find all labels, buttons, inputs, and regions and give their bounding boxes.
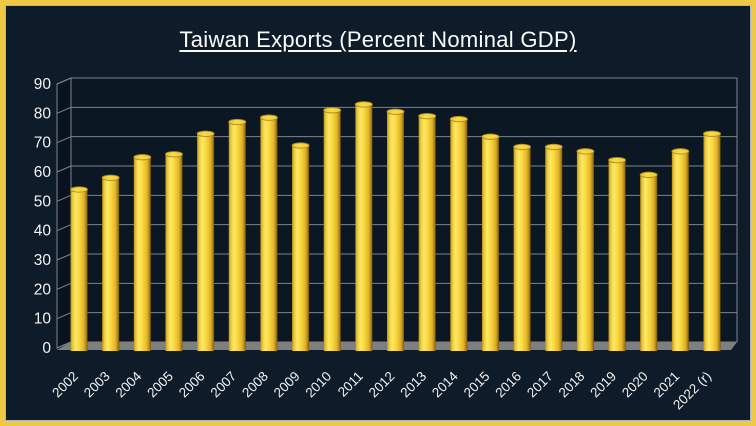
- x-axis-label-2004: 2004: [113, 368, 145, 400]
- bar-2007: [228, 122, 246, 351]
- bar-top-2017: [544, 143, 563, 151]
- bar-top-2014: [449, 115, 468, 123]
- x-axis-label-2014: 2014: [429, 368, 461, 400]
- x-axis-label-2013: 2013: [397, 369, 429, 401]
- y-tick-20: [56, 282, 72, 290]
- bar-2010: [323, 110, 341, 352]
- y-tick-0: [56, 341, 72, 349]
- bar-top-2005: [164, 151, 183, 158]
- y-axis-label-40: 40: [34, 223, 52, 240]
- bar-2003: [102, 177, 120, 351]
- bar-top-2003: [101, 174, 120, 181]
- bar-2002: [70, 189, 88, 351]
- bar-top-2008: [259, 114, 278, 121]
- x-axis-label-2005: 2005: [144, 369, 176, 401]
- x-axis-label-2010: 2010: [302, 369, 334, 401]
- x-axis-label-2019: 2019: [587, 369, 619, 401]
- x-axis-label-2007: 2007: [208, 369, 240, 401]
- y-axis-label-50: 50: [34, 193, 52, 210]
- bar-2013: [418, 116, 436, 351]
- y-tick-90: [56, 77, 72, 85]
- y-axis-label-0: 0: [42, 340, 51, 357]
- bar-top-2022r: [703, 130, 721, 137]
- bar-top-2015: [481, 133, 500, 140]
- y-axis-label-30: 30: [34, 252, 52, 269]
- x-axis-label-2011: 2011: [335, 369, 366, 400]
- y-tick-80: [56, 106, 72, 114]
- x-axis-label-2017: 2017: [524, 369, 556, 401]
- bar-2008: [260, 117, 278, 351]
- y-tick-30: [56, 253, 72, 261]
- bar-2016: [513, 146, 531, 351]
- x-axis-label-2012: 2012: [366, 369, 398, 401]
- y-tick-10: [56, 312, 72, 320]
- x-axis-label-2015: 2015: [461, 369, 493, 401]
- y-axis-label-80: 80: [34, 105, 52, 122]
- bar-top-2007: [228, 118, 247, 126]
- bar-top-2010: [323, 107, 342, 114]
- x-axis-label-2016: 2016: [492, 369, 524, 401]
- bar-top-2018: [576, 148, 595, 155]
- x-axis-label-2006: 2006: [176, 369, 208, 401]
- bar-2017: [545, 146, 563, 351]
- bar-top-2013: [418, 112, 437, 120]
- bar-top-2004: [133, 154, 152, 161]
- bar-2014: [450, 119, 468, 351]
- bar-2022r: [703, 133, 721, 351]
- y-axis-label-10: 10: [34, 311, 52, 328]
- bar-2020: [640, 174, 658, 351]
- y-tick-50: [56, 194, 72, 202]
- bar-2018: [576, 151, 594, 351]
- plot-side-wall: [56, 77, 72, 349]
- bar-top-2009: [291, 142, 310, 149]
- y-tick-70: [56, 136, 72, 144]
- bar-top-2002: [70, 186, 88, 193]
- y-tick-40: [56, 224, 72, 232]
- y-axis-label-90: 90: [34, 76, 52, 93]
- bar-2012: [387, 111, 404, 351]
- y-axis-label-60: 60: [34, 164, 52, 181]
- bar-top-2016: [513, 143, 532, 151]
- bar-top-2020: [639, 171, 658, 178]
- bar-2009: [292, 145, 310, 351]
- x-axis-label-2020: 2020: [619, 369, 651, 401]
- bar-2021: [671, 151, 689, 351]
- x-axis-label-2009: 2009: [271, 369, 303, 401]
- bar-2006: [197, 133, 215, 351]
- bar-2011: [355, 104, 373, 352]
- y-axis-label-70: 70: [34, 135, 52, 152]
- x-axis-label-2002: 2002: [49, 369, 81, 401]
- bar-2005: [165, 154, 183, 351]
- chart-title: Taiwan Exports (Percent Nominal GDP): [179, 27, 577, 52]
- bar-top-2006: [196, 130, 215, 137]
- x-axis-label-2018: 2018: [556, 369, 588, 401]
- bar-2004: [133, 157, 151, 351]
- bar-2019: [608, 160, 626, 351]
- y-axis-label-20: 20: [34, 281, 52, 298]
- x-axis-label-2003: 2003: [81, 369, 113, 401]
- bar-top-2011: [354, 101, 373, 108]
- bar-2015: [481, 136, 499, 351]
- bar-top-2021: [671, 148, 690, 155]
- bar-top-2019: [608, 156, 626, 164]
- x-axis-label-2008: 2008: [239, 369, 271, 401]
- y-tick-60: [56, 165, 72, 173]
- bar-top-2012: [386, 108, 405, 115]
